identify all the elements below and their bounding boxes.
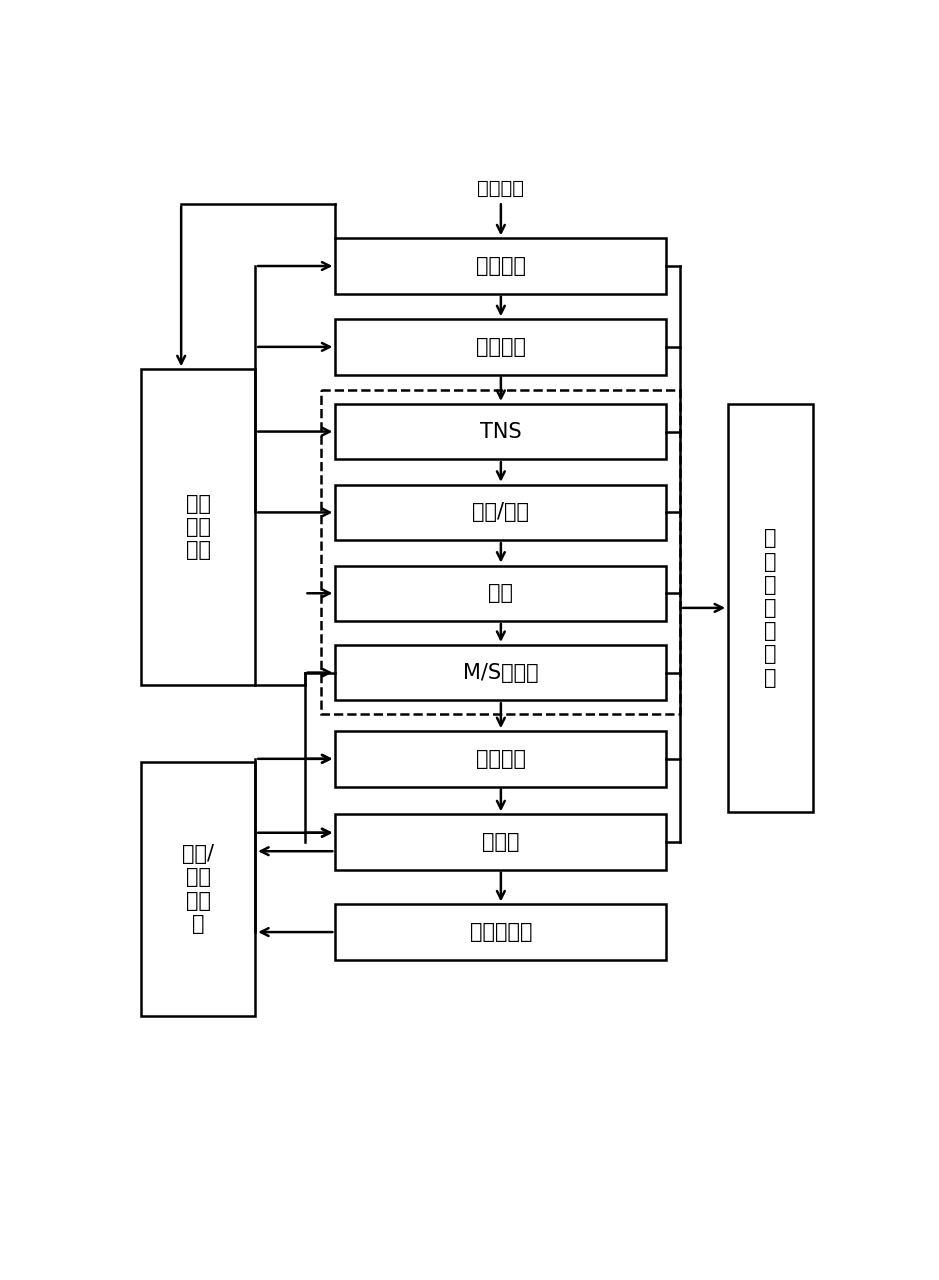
Text: 编
码
比
特
流
输
出: 编 码 比 特 流 输 出 bbox=[764, 529, 777, 687]
Text: 码率/
失真
控制
器: 码率/ 失真 控制 器 bbox=[182, 844, 214, 933]
Text: 滤波器组: 滤波器组 bbox=[476, 337, 526, 357]
Bar bbox=[335, 238, 667, 293]
Text: 增益控制: 增益控制 bbox=[476, 256, 526, 276]
Bar bbox=[335, 645, 667, 700]
Text: TNS: TNS bbox=[480, 421, 522, 442]
Bar bbox=[728, 404, 813, 812]
Bar bbox=[335, 566, 667, 621]
Bar bbox=[335, 814, 667, 869]
Bar bbox=[335, 319, 667, 375]
Text: M/S立体声: M/S立体声 bbox=[463, 663, 539, 682]
Bar bbox=[321, 390, 680, 714]
Bar bbox=[141, 762, 255, 1016]
Text: 输入信号: 输入信号 bbox=[477, 179, 524, 197]
Text: 强度/耦合: 强度/耦合 bbox=[472, 503, 530, 522]
Text: 预测: 预测 bbox=[488, 584, 514, 603]
Bar bbox=[335, 404, 667, 460]
Text: 比例因子: 比例因子 bbox=[476, 749, 526, 769]
Bar bbox=[335, 731, 667, 786]
Bar bbox=[335, 905, 667, 960]
Text: 量化器: 量化器 bbox=[482, 832, 519, 852]
Text: 无噪声编码: 无噪声编码 bbox=[470, 922, 532, 942]
Bar bbox=[141, 369, 255, 685]
Text: 心理
声学
模型: 心理 声学 模型 bbox=[186, 494, 210, 561]
Bar bbox=[335, 485, 667, 540]
